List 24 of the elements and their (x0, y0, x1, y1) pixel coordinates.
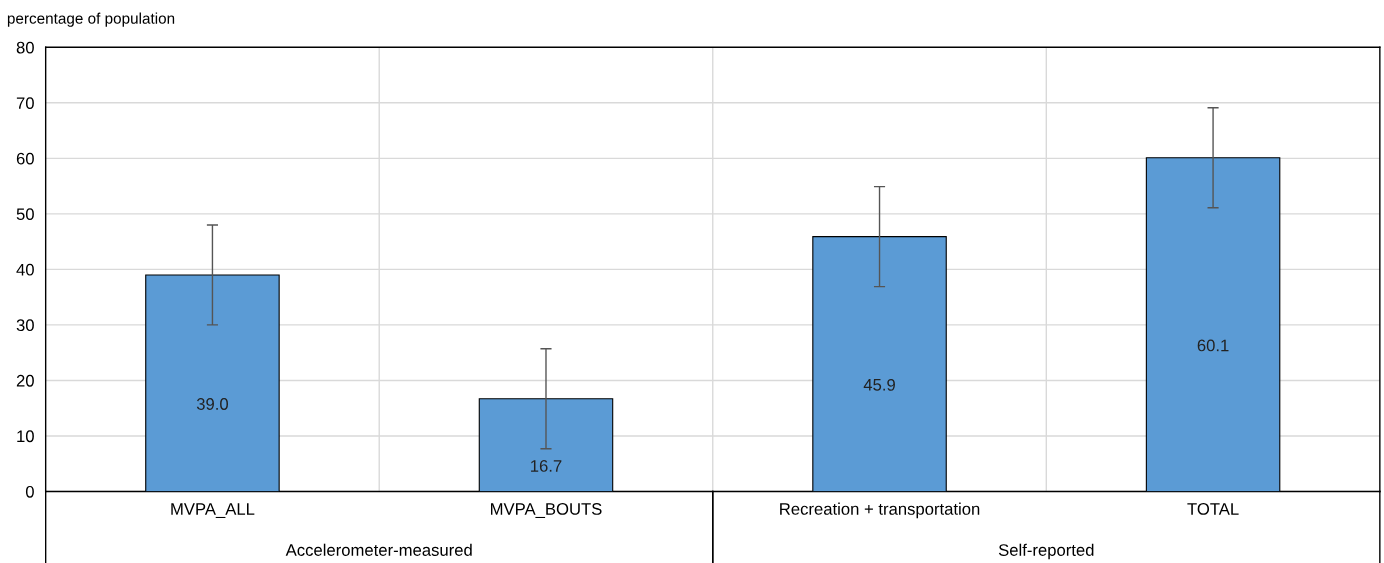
y-tick-label: 20 (16, 374, 34, 387)
y-tick-label: 10 (17, 430, 34, 443)
y-axis-title: percentage of population (7, 12, 175, 27)
y-tick-label: 80 (16, 41, 34, 54)
data-label: 45.9 (863, 378, 895, 391)
x-tick-label: TOTAL (1187, 503, 1239, 515)
bar (478, 398, 614, 492)
y-tick-label: 30 (16, 319, 34, 332)
y-tick-label: 70 (16, 97, 34, 110)
data-label: 39.0 (196, 398, 229, 410)
data-label: 60.1 (1197, 339, 1229, 352)
y-tick-label: 40 (16, 263, 34, 276)
text: Accelerometer-measured (285, 543, 472, 556)
x-tick-label: Recreation + transportation (780, 502, 980, 519)
x-tick-label: MVPA_BOUTS (491, 503, 602, 518)
text: Self-reported (998, 543, 1094, 560)
data-label: 16.7 (531, 460, 562, 472)
x-tick-label: MVPA_ALL (171, 503, 255, 518)
y-tick-label: 0 (25, 485, 34, 498)
bar (145, 274, 280, 492)
y-tick-label: 60 (16, 152, 34, 165)
bar (812, 236, 947, 492)
bar (1145, 157, 1281, 492)
y-tick-label: 50 (16, 208, 34, 221)
